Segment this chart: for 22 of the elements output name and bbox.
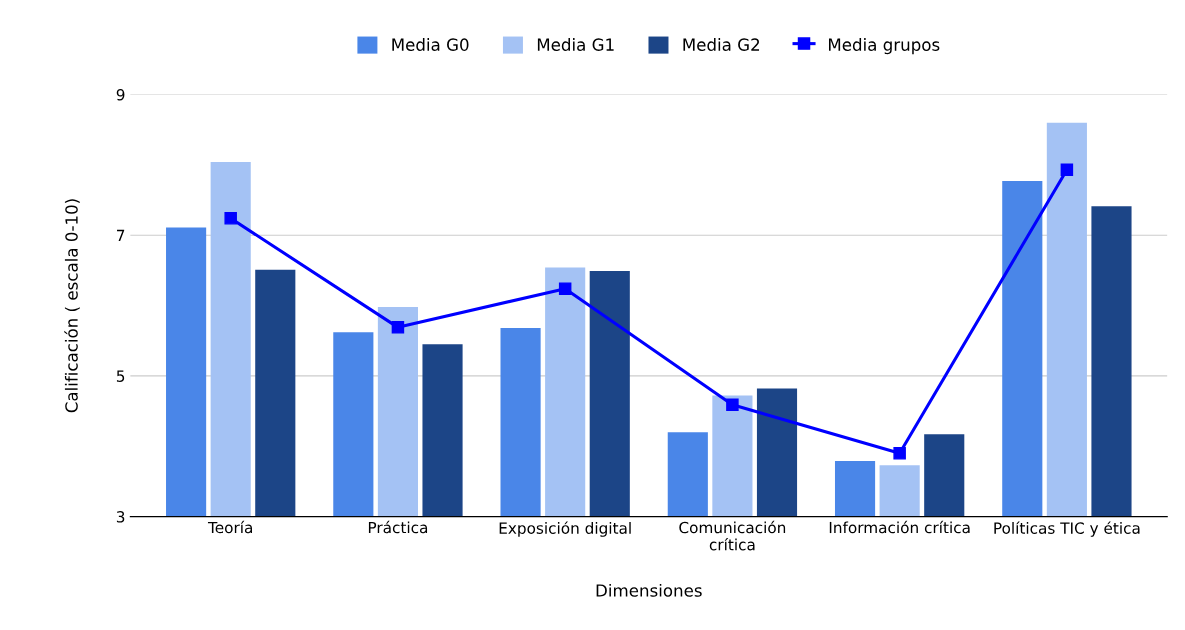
- x-axis-title: Dimensiones: [596, 583, 702, 597]
- y-tick-label: 9: [116, 88, 125, 101]
- legend-label: Media G0: [392, 38, 469, 51]
- y-axis-title: Calificación ( escala 0-10): [64, 199, 80, 413]
- point: [1060, 163, 1074, 177]
- x-tick-label: Teoría: [207, 520, 252, 534]
- x-tick-label: Información crítica: [829, 520, 970, 534]
- y-tick-label: 3: [116, 511, 125, 523]
- point: [893, 447, 906, 460]
- x-tick-label: Comunicación crítica: [679, 520, 786, 551]
- y-tick-label: 7: [117, 229, 125, 241]
- legend-label: Media G2: [683, 38, 760, 51]
- point: [224, 212, 237, 225]
- x-tick-label: Políticas TIC y ética: [994, 521, 1140, 537]
- x-tick-label: Práctica: [368, 520, 428, 534]
- legend-label: Media grupos: [829, 38, 940, 55]
- x-tick-label: Exposición digital: [499, 521, 631, 537]
- y-tick-label: 5: [116, 370, 125, 382]
- point: [726, 398, 739, 411]
- point: [558, 282, 572, 295]
- point: [391, 321, 405, 334]
- legend-label: Media G1: [537, 38, 614, 51]
